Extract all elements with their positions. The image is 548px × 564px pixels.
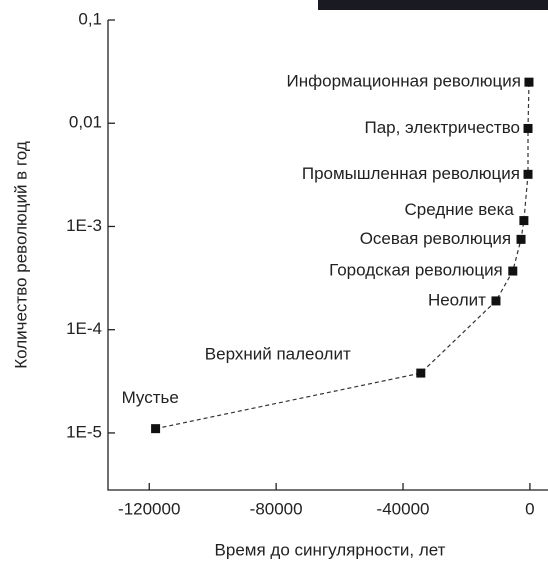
- point: [491, 296, 500, 305]
- x-tick-label: -80000: [250, 499, 303, 518]
- y-tick-label: 0,01: [69, 113, 102, 132]
- chart: Время до сингулярности, лет Количество р…: [0, 0, 548, 564]
- y-tick-label: 1E-4: [66, 319, 102, 338]
- x-tick-label: -40000: [377, 499, 430, 518]
- point: [416, 369, 425, 378]
- point: [519, 216, 528, 225]
- point-label: Мустье: [122, 388, 179, 407]
- point-label: Информационная революция: [287, 72, 521, 91]
- y-axis-title: Количество революций в год: [11, 141, 30, 369]
- point-label: Осевая революция: [360, 229, 511, 248]
- point: [524, 170, 533, 179]
- y-tick-label: 1E-3: [66, 216, 102, 235]
- x-tick-label: 0: [525, 499, 534, 518]
- photo-fragment: [318, 0, 548, 10]
- y-tick-label: 1E-5: [66, 422, 102, 441]
- point-label: Средние века: [405, 200, 515, 219]
- x-axis-title: Время до сингулярности, лет: [215, 540, 446, 559]
- x-tick-label: -120000: [118, 499, 180, 518]
- point: [151, 424, 160, 433]
- point-label: Неолит: [428, 290, 486, 309]
- point-label: Промышленная революция: [302, 164, 520, 183]
- point-label: Городская революция: [329, 261, 503, 280]
- point: [517, 235, 526, 244]
- point-label: Пар, электричество: [364, 118, 520, 137]
- point-label: Верхний палеолит: [205, 345, 351, 364]
- point: [508, 267, 517, 276]
- point: [524, 124, 533, 133]
- y-tick-label: 0,1: [78, 9, 102, 28]
- point: [524, 78, 533, 87]
